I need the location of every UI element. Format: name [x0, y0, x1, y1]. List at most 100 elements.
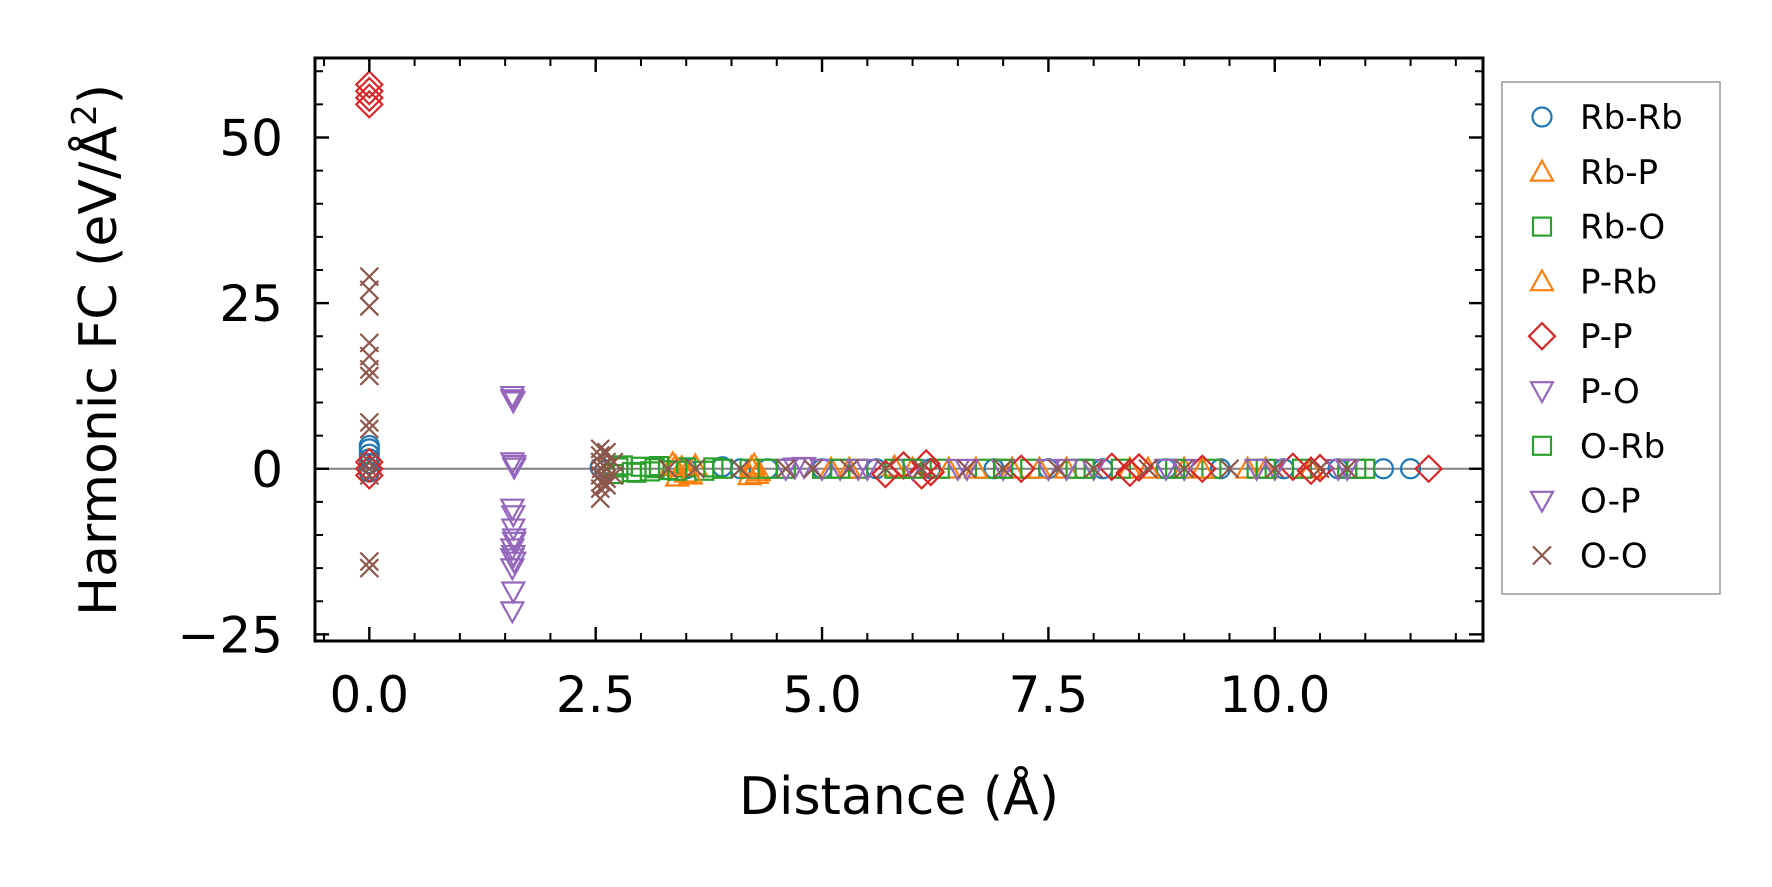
y-axis-label-superscript: 2	[65, 104, 105, 126]
point-o-o	[911, 458, 932, 479]
x-tick-label: 5.0	[782, 666, 862, 724]
y-tick-label: −25	[177, 606, 283, 664]
point-o-p	[1243, 458, 1270, 483]
point-o-rb	[993, 458, 1014, 479]
point-p-o	[499, 385, 526, 410]
marker-stroke	[1083, 458, 1104, 479]
series-p-p	[354, 69, 1444, 490]
marker-stroke	[596, 452, 617, 472]
marker-stroke	[359, 280, 380, 300]
legend-marker-rb-rb	[1531, 106, 1553, 128]
marker-stroke	[1337, 458, 1357, 479]
legend: Rb-Rb Rb-P Rb-O P-Rb P-P P-O O-Rb O-P O-O	[1501, 81, 1721, 595]
point-o-o	[359, 419, 380, 439]
point-p-rb	[743, 460, 770, 484]
legend-label-o-o: O-O	[1580, 536, 1648, 576]
point-p-rb	[1189, 455, 1216, 479]
point-p-o	[499, 558, 526, 582]
legend-label-p-o: P-O	[1580, 372, 1640, 412]
point-p-p	[354, 69, 384, 100]
marker-stroke	[359, 359, 380, 380]
marker-stroke	[359, 465, 380, 486]
point-o-o	[359, 465, 380, 486]
x-tick-label: 7.5	[1009, 666, 1089, 724]
marker-stroke	[359, 366, 380, 386]
point-o-o	[359, 296, 380, 317]
point-o-rb	[644, 457, 665, 479]
legend-item-p-rb: P-Rb	[1529, 262, 1657, 302]
marker-stroke	[596, 442, 617, 462]
point-o-p	[500, 505, 527, 529]
point-o-o	[1174, 458, 1194, 479]
legend-item-o-p: O-P	[1529, 482, 1640, 522]
marker-stroke	[359, 558, 380, 578]
point-rb-rb	[1399, 458, 1422, 480]
marker-stroke	[685, 458, 706, 479]
point-o-rb	[626, 462, 647, 483]
legend-label-p-p: P-P	[1580, 317, 1633, 357]
marker-stroke	[1310, 458, 1330, 479]
point-o-o	[590, 488, 610, 509]
legend-item-rb-p: Rb-P	[1529, 153, 1658, 193]
point-o-o	[1047, 458, 1068, 479]
point-p-p	[354, 454, 384, 484]
point-o-o	[658, 458, 678, 479]
point-o-o	[993, 458, 1013, 479]
legend-item-p-p: P-P	[1527, 317, 1633, 357]
marker-stroke	[658, 458, 678, 479]
legend-marker-rb-o	[1531, 216, 1553, 237]
point-o-o	[359, 558, 380, 578]
point-o-o	[359, 458, 380, 479]
point-o-rb	[703, 457, 724, 478]
point-o-o	[776, 458, 796, 479]
legend-label-rb-p: Rb-P	[1580, 153, 1658, 193]
point-o-p	[1334, 458, 1361, 483]
marker-stroke	[359, 419, 380, 439]
legend-marker-p-p	[1527, 321, 1557, 351]
point-o-o	[596, 452, 617, 472]
point-p-rb	[738, 454, 765, 478]
marker-stroke	[730, 458, 751, 479]
point-o-o	[604, 465, 624, 486]
plot-frame	[313, 56, 1485, 643]
legend-item-rb-rb: Rb-Rb	[1531, 98, 1683, 138]
point-o-o	[685, 458, 706, 479]
point-o-o	[1083, 458, 1104, 479]
point-p-p	[1124, 452, 1154, 482]
point-o-o	[1264, 458, 1285, 479]
point-o-p	[499, 389, 526, 413]
point-o-p	[501, 531, 528, 555]
marker-stroke	[1138, 458, 1158, 479]
point-o-o	[596, 475, 617, 496]
point-p-rb	[1135, 455, 1161, 479]
point-o-rb	[667, 460, 688, 481]
plot-layer	[315, 69, 1483, 625]
point-rb-o	[1291, 458, 1313, 479]
marker-stroke	[875, 458, 896, 479]
legend-marker-p-rb	[1529, 268, 1555, 292]
x-tick-label: 0.0	[330, 666, 410, 724]
marker-stroke	[993, 458, 1013, 479]
marker-stroke	[591, 472, 611, 492]
legend-label-o-p: O-P	[1580, 482, 1640, 522]
y-tick-label: 0	[251, 441, 283, 499]
point-p-p	[354, 89, 384, 119]
point-p-p	[1414, 454, 1444, 484]
point-p-p	[1115, 458, 1145, 488]
x-tick-label: 10.0	[1219, 666, 1330, 724]
legend-label-rb-o: Rb-O	[1580, 208, 1665, 248]
legend-marker-o-p	[1529, 490, 1555, 514]
point-o-p	[1153, 458, 1179, 483]
marker-stroke	[359, 412, 380, 433]
point-o-rb	[757, 458, 778, 479]
legend-marker-o-o	[1532, 545, 1552, 566]
marker-stroke	[359, 458, 380, 479]
point-o-p	[499, 548, 526, 572]
point-p-o	[499, 601, 526, 625]
point-o-o	[359, 412, 380, 433]
marker-stroke	[1264, 458, 1285, 479]
point-o-o	[359, 359, 380, 380]
point-o-o	[591, 472, 611, 492]
